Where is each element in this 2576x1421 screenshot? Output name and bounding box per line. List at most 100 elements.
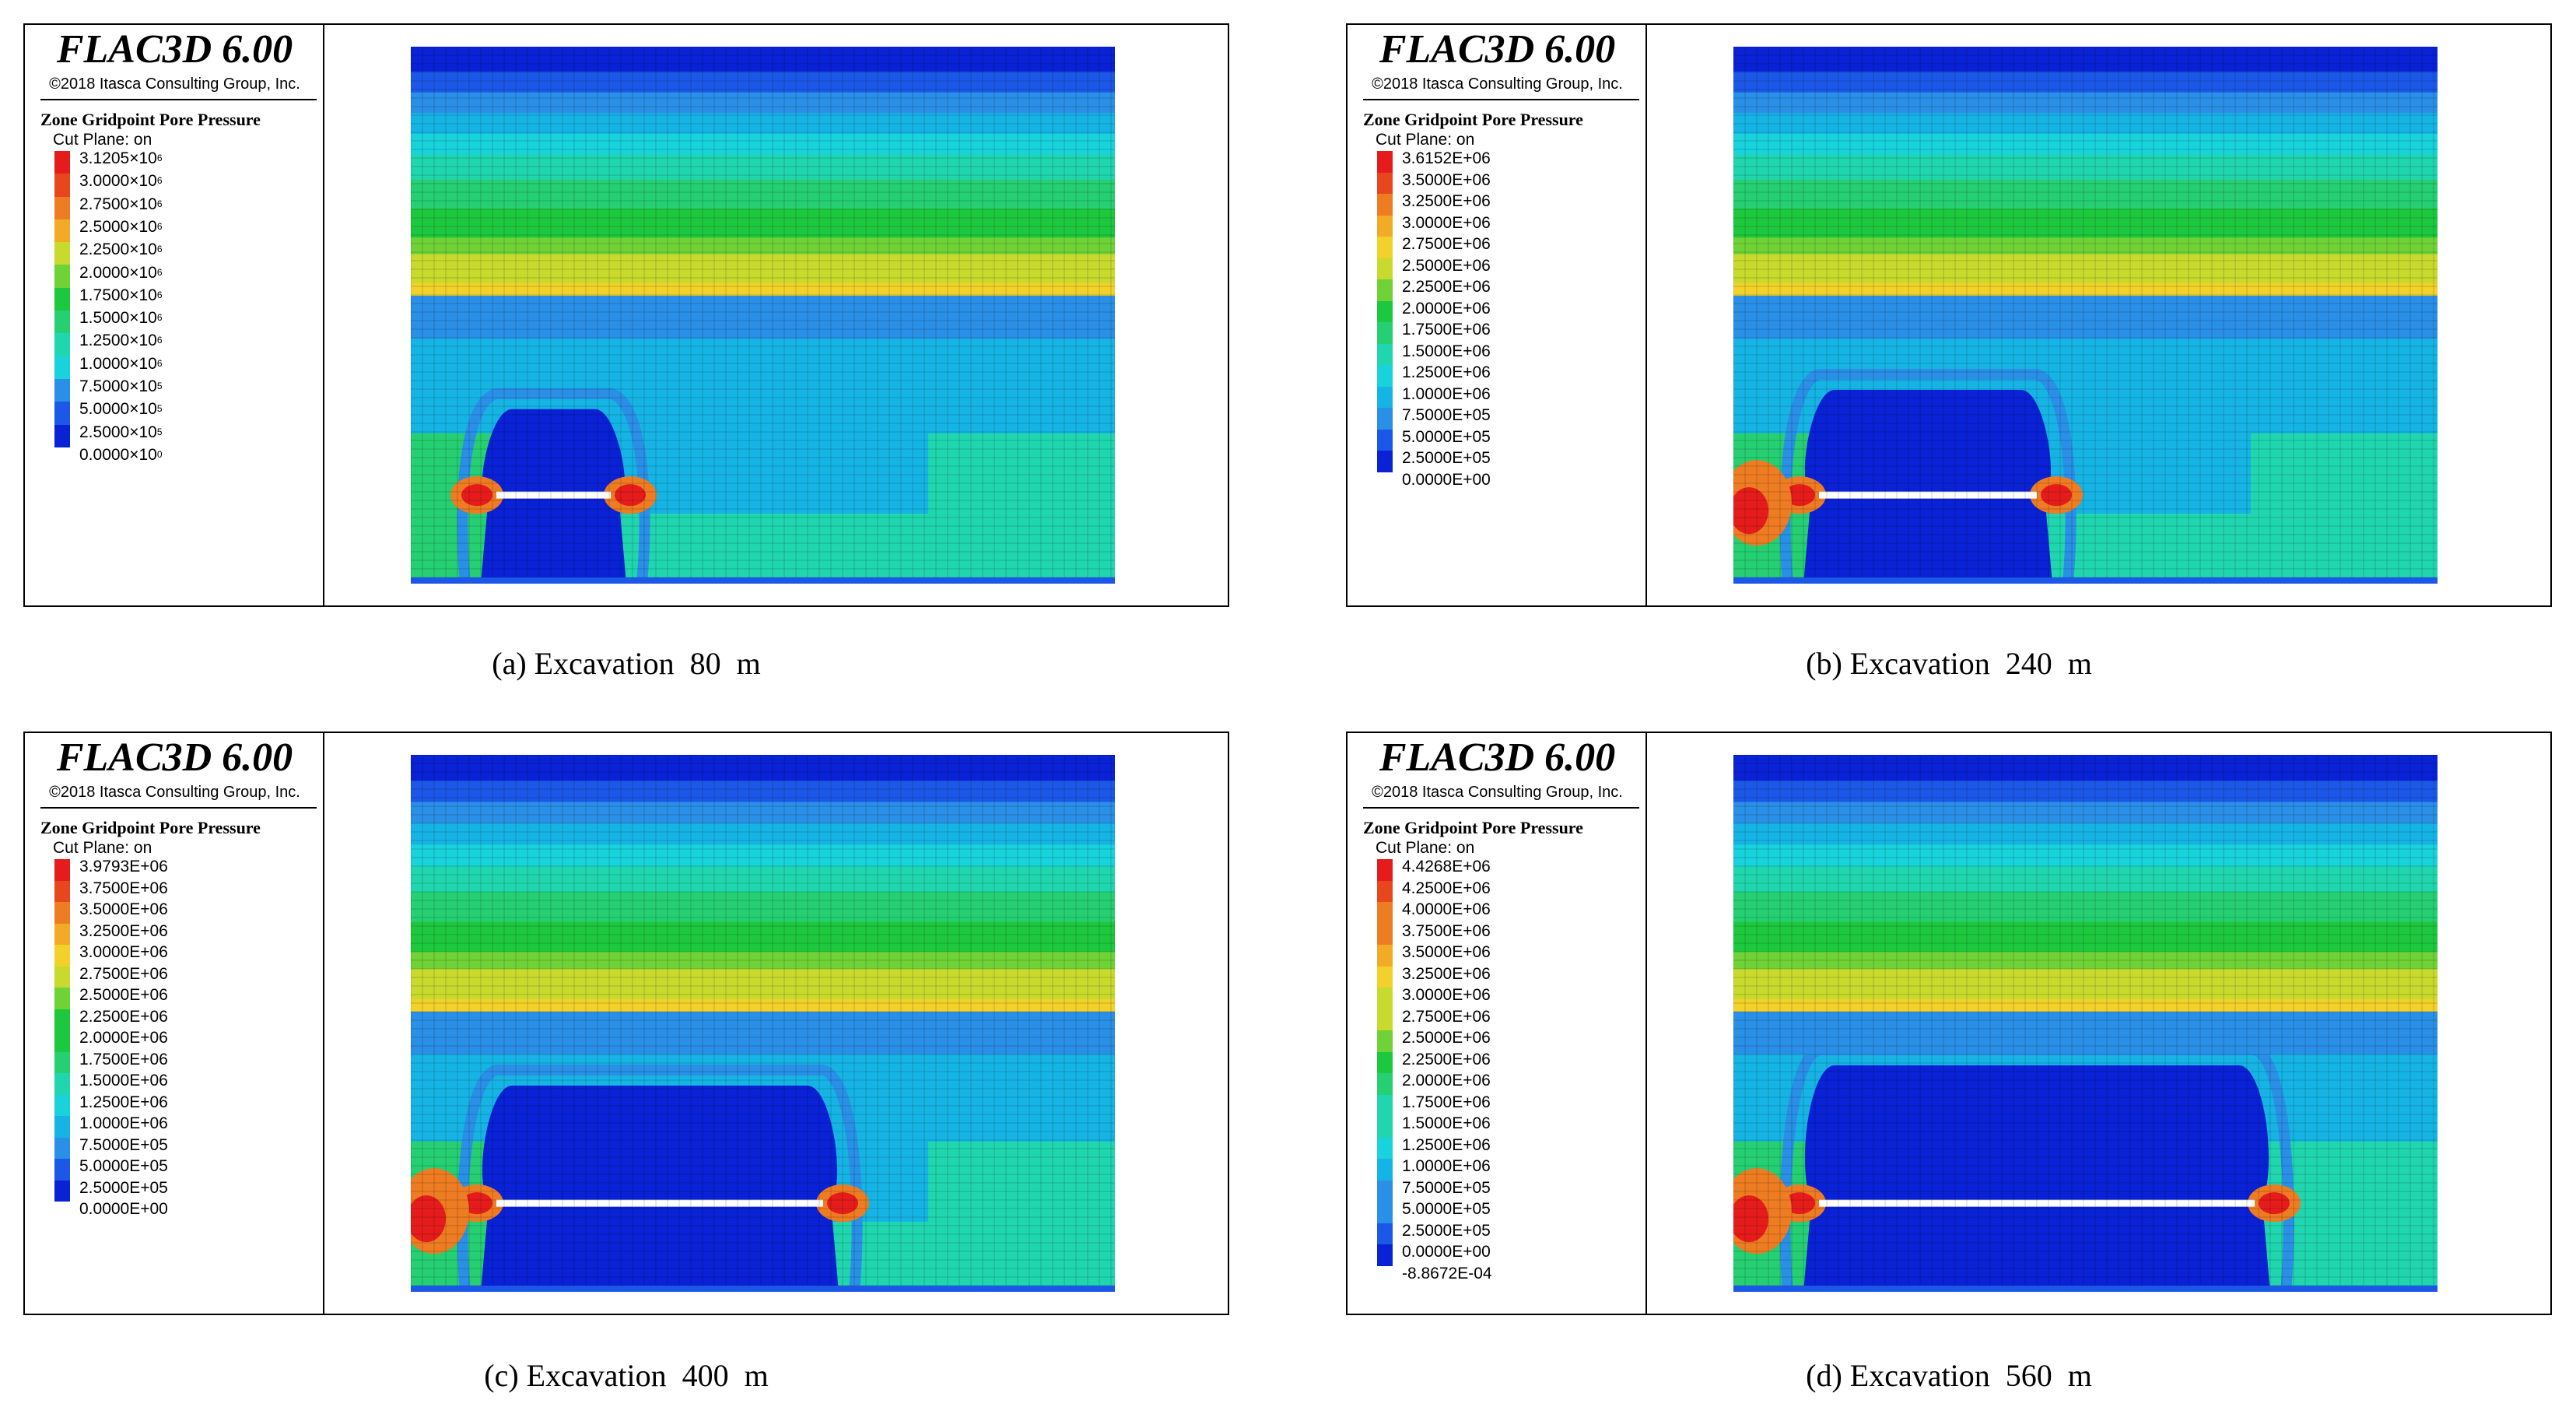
legend-value: 1.0000×106 — [79, 355, 163, 375]
legend-value: 2.7500E+06 — [1402, 235, 1491, 253]
legend-title: Zone Gridpoint Pore Pressure — [1363, 110, 1583, 129]
color-swatch — [1377, 988, 1393, 1009]
legend-value: 7.5000E+05 — [1402, 406, 1491, 424]
color-swatch — [1377, 902, 1393, 924]
legend-value: 3.7500E+06 — [1402, 921, 1491, 940]
legend-value: 3.0000×106 — [79, 172, 163, 192]
legend-exponent: 5 — [156, 426, 163, 437]
legend-mantissa: 3.0000 — [79, 172, 130, 191]
legend-value: 3.5000E+06 — [1402, 170, 1491, 189]
panel-caption: (b) Excavation 240 m — [1806, 646, 2092, 681]
legend-value: 3.5000E+06 — [79, 900, 168, 918]
pressure-peak — [1784, 1192, 1815, 1215]
software-title: FLAC3D 6.00 — [56, 27, 293, 72]
color-swatch — [1377, 1009, 1393, 1030]
color-swatch — [54, 1180, 70, 1202]
legend-exponent: 6 — [156, 357, 163, 369]
legend-value: 2.0000×106 — [79, 264, 163, 284]
legend-mantissa: 1.2500 — [79, 332, 130, 350]
legend-value: 2.0000E+06 — [1402, 1072, 1491, 1089]
color-swatch — [1377, 966, 1393, 988]
color-scale-bar — [54, 151, 70, 447]
legend-times: ×10 — [129, 309, 157, 328]
mesh-grid — [1733, 755, 2438, 1292]
legend-mantissa: 2.7500 — [79, 195, 130, 213]
legend-title: Zone Gridpoint Pore Pressure — [1363, 818, 1583, 837]
legend-times: ×10 — [129, 377, 157, 395]
color-swatch — [54, 424, 70, 447]
color-swatch — [54, 1051, 70, 1073]
legend-exponent: 6 — [156, 335, 163, 346]
legend-value: 2.2500E+06 — [79, 1007, 168, 1026]
color-swatch — [1377, 1137, 1393, 1159]
legend-mantissa: 3.1205 — [79, 149, 130, 167]
color-swatch — [1377, 1116, 1393, 1138]
legend-title: Zone Gridpoint Pore Pressure — [40, 110, 261, 129]
legend-value: 2.2500×106 — [79, 240, 163, 261]
legend-value: 1.5000E+06 — [79, 1072, 168, 1089]
legend-mantissa: 2.5000 — [79, 423, 130, 441]
legend-mantissa: 7.5000 — [79, 377, 130, 395]
color-swatch — [1377, 1244, 1393, 1266]
legend-value: 3.6152E+06 — [1402, 149, 1491, 167]
legend-column: FLAC3D 6.00 ©2018 Itasca Consulting Group… — [1348, 25, 1647, 605]
pressure-peak — [461, 1192, 492, 1215]
legend-mantissa: 2.5000 — [79, 217, 130, 236]
legend-value: 2.7500E+06 — [79, 964, 168, 983]
legend-value: 1.2500×106 — [79, 332, 163, 352]
legend-value: 1.2500E+06 — [79, 1093, 168, 1111]
software-title: FLAC3D 6.00 — [1379, 735, 1616, 780]
color-swatch — [54, 196, 70, 219]
legend-value: 7.5000E+05 — [1402, 1178, 1491, 1197]
legend-value: 1.7500E+06 — [1402, 1093, 1491, 1111]
color-swatch — [54, 265, 70, 288]
color-swatch — [1377, 322, 1393, 344]
legend-value: 2.0000E+06 — [1402, 299, 1491, 318]
legend-mantissa: 2.2500 — [79, 240, 130, 259]
legend-times: ×10 — [129, 263, 157, 282]
legend-column: FLAC3D 6.00 ©2018 Itasca Consulting Group… — [25, 733, 324, 1314]
color-swatch — [54, 242, 70, 265]
color-swatch — [1377, 1051, 1393, 1073]
pore-pressure-contour — [1733, 47, 2438, 584]
divider — [1363, 99, 1639, 100]
mesh-grid — [1733, 47, 2438, 584]
legend-times: ×10 — [129, 445, 157, 464]
legend-value: 4.0000E+06 — [1402, 900, 1491, 918]
color-swatch — [54, 402, 70, 425]
color-swatch — [1377, 1223, 1393, 1244]
pressure-peak — [1784, 484, 1815, 507]
software-title: FLAC3D 6.00 — [1379, 27, 1616, 72]
legend-mantissa: 0.0000 — [79, 445, 130, 464]
legend-value: 2.5000×105 — [79, 423, 163, 444]
divider — [40, 99, 317, 100]
legend-value: 4.4268E+06 — [1402, 858, 1491, 875]
color-swatch — [54, 1094, 70, 1116]
legend-value: 2.7500×106 — [79, 195, 163, 216]
color-swatch — [1377, 151, 1393, 173]
legend-exponent: 6 — [156, 266, 163, 278]
color-swatch — [54, 923, 70, 945]
legend-column: FLAC3D 6.00 ©2018 Itasca Consulting Group… — [1348, 733, 1647, 1314]
legend-exponent: 6 — [156, 244, 163, 255]
legend-value: 7.5000×105 — [79, 377, 163, 398]
legend-value: 0.0000E+00 — [1402, 1243, 1491, 1261]
legend-value: 2.5000E+06 — [79, 986, 168, 1004]
pore-pressure-contour — [411, 47, 1115, 584]
legend-value: 1.2500E+06 — [1402, 363, 1491, 381]
legend-times: ×10 — [129, 423, 157, 441]
color-swatch — [1377, 880, 1393, 902]
legend-mantissa: 1.5000 — [79, 309, 130, 328]
legend-times: ×10 — [129, 240, 157, 259]
pressure-peak — [2259, 1192, 2290, 1215]
color-swatch — [54, 945, 70, 967]
legend-exponent: 6 — [156, 198, 163, 209]
copyright-text: ©2018 Itasca Consulting Group, Inc. — [1372, 784, 1623, 801]
legend-mantissa: 1.0000 — [79, 354, 130, 373]
color-swatch — [1377, 451, 1393, 472]
legend-value: 2.7500E+06 — [1402, 1007, 1491, 1026]
color-swatch — [54, 287, 70, 311]
legend-times: ×10 — [129, 195, 157, 213]
legend-exponent: 6 — [156, 153, 163, 163]
legend-value: 3.9793E+06 — [79, 858, 168, 875]
